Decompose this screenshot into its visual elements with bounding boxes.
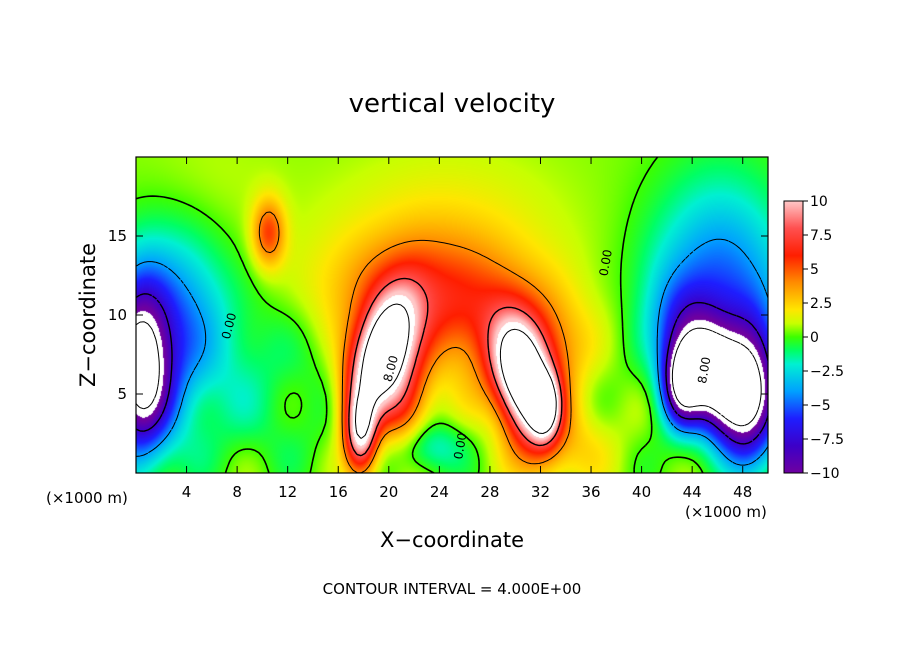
contour-label: 8.00 xyxy=(695,356,713,385)
contour-label: 8.00 xyxy=(381,354,401,383)
x-tick-label: 32 xyxy=(531,483,550,501)
colorbar-tick-label: 10 xyxy=(810,194,828,210)
contour-line xyxy=(355,303,557,439)
x-tick-label: 12 xyxy=(278,483,297,501)
contour-label: 0.00 xyxy=(451,432,469,461)
colorbar-ticks: 10 7.5 5 2.5 0 −2.5 −5 −7.5 −10 xyxy=(803,194,844,482)
y-tick-label: 15 xyxy=(108,227,127,245)
contour-label: 0.00 xyxy=(219,311,239,340)
x-axis-ticks: 4 8 12 16 20 24 28 32 36 40 44 48 xyxy=(182,157,752,501)
y-axis-ticks: 5 10 15 xyxy=(108,227,768,403)
contour-line xyxy=(136,157,704,473)
contour-line xyxy=(136,293,768,445)
x-tick-label: 20 xyxy=(379,483,398,501)
colorbar-tick-label: −10 xyxy=(810,466,840,482)
contour-line xyxy=(258,211,572,473)
y-tick-label: 10 xyxy=(108,306,127,324)
x-unit-left: (×1000 m) xyxy=(46,489,128,507)
x-axis-label: X−coordinate xyxy=(380,528,524,552)
x-tick-label: 4 xyxy=(182,483,192,501)
colorbar-tick-label: 7.5 xyxy=(810,228,832,244)
colorbar-tick-label: −5 xyxy=(810,398,831,414)
chart-title: vertical velocity xyxy=(349,89,556,119)
x-tick-label: 16 xyxy=(329,483,348,501)
x-tick-label: 24 xyxy=(430,483,449,501)
contour-line xyxy=(348,277,563,457)
contour-labels: 0.00 8.00 0.00 0.00 8.00 xyxy=(219,248,714,460)
x-tick-label: 36 xyxy=(581,483,600,501)
x-tick-label: 48 xyxy=(733,483,752,501)
heatmap-field xyxy=(136,157,768,473)
colorbar-tick-label: −2.5 xyxy=(810,364,844,380)
x-tick-label: 44 xyxy=(683,483,702,501)
y-tick-label: 5 xyxy=(117,385,127,403)
colorbar xyxy=(783,200,804,474)
colorbar-tick-label: 5 xyxy=(810,262,819,278)
contour-line xyxy=(136,238,768,466)
x-tick-label: 40 xyxy=(632,483,651,501)
contour-line xyxy=(136,321,762,427)
x-tick-label: 28 xyxy=(480,483,499,501)
x-tick-label: 8 xyxy=(232,483,242,501)
y-axis-label: Z−coordinate xyxy=(76,243,100,387)
contour-interval-note: CONTOUR INTERVAL = 4.000E+00 xyxy=(323,580,582,598)
x-unit-right: (×1000 m) xyxy=(685,503,767,521)
colorbar-tick-label: 2.5 xyxy=(810,296,832,312)
colorbar-tick-label: 0 xyxy=(810,330,819,346)
colorbar-tick-label: −7.5 xyxy=(810,432,844,448)
contour-label: 0.00 xyxy=(597,248,615,277)
contour-lines xyxy=(136,157,768,473)
